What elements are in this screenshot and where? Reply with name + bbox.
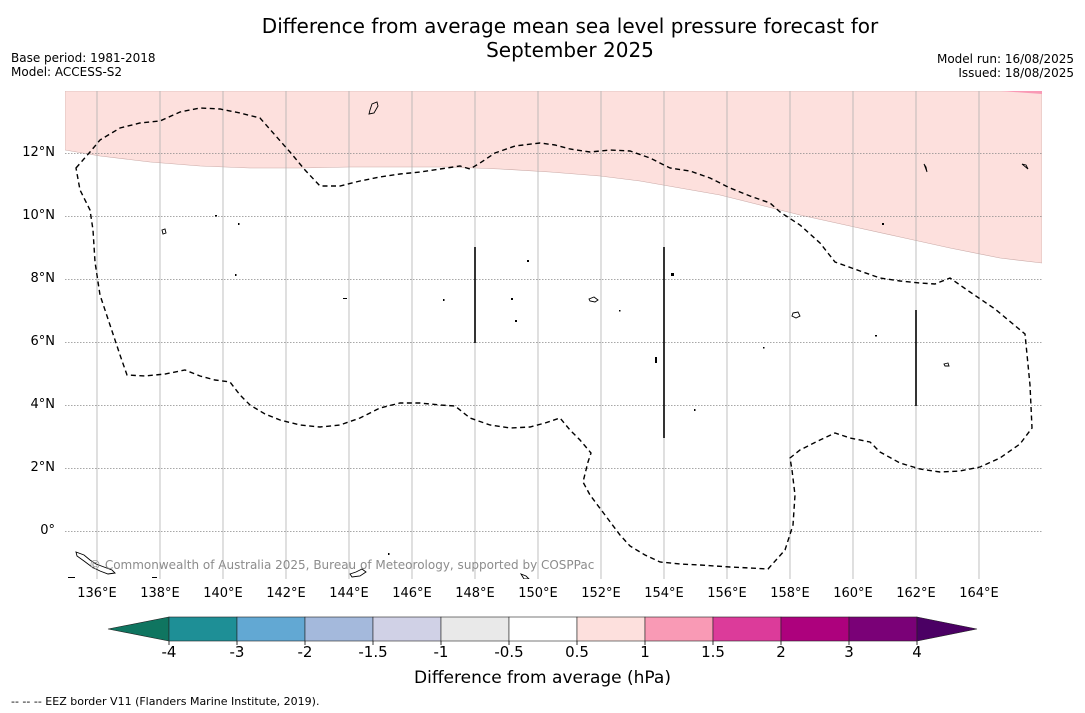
island-kosrae [943, 362, 950, 367]
lat-tick-4n: 4°N [30, 397, 56, 412]
graticule [65, 91, 1042, 579]
colorbar-bin [440, 616, 510, 642]
colorbar-tick-label: -0.5 [494, 643, 524, 661]
lon-tick-146e: 146°E [392, 586, 432, 601]
issued-date: Issued: 18/08/2025 [958, 66, 1074, 80]
islands [75, 101, 1029, 579]
colorbar-tick-label: -1.5 [358, 643, 388, 661]
colorbar-bin [304, 616, 374, 642]
anomaly-shading-small [1000, 91, 1042, 94]
copyright-notice: © Commonwealth of Australia 2025, Bureau… [89, 558, 595, 572]
lon-tick-162e: 162°E [896, 586, 936, 601]
colorbar-bin [168, 616, 238, 642]
base-period: Base period: 1981-2018 [11, 51, 156, 65]
island-pohnpei [791, 311, 801, 319]
title-line-1: Difference from average mean sea level p… [261, 14, 879, 38]
lon-tick-144e: 144°E [329, 586, 369, 601]
colorbar-bin [712, 616, 782, 642]
island-new-ireland [349, 568, 367, 578]
colorbar-bin [508, 616, 578, 642]
lon-tick-136e: 136°E [77, 586, 117, 601]
colorbar-tick-label: -4 [161, 643, 177, 661]
colorbar-bin [780, 616, 850, 642]
colorbar-tick-label: 2 [776, 643, 786, 661]
lat-tick-2n: 2°N [30, 460, 56, 475]
lon-tick-160e: 160°E [833, 586, 873, 601]
colorbar-tick-label: 3 [844, 643, 854, 661]
lon-tick-140e: 140°E [203, 586, 243, 601]
colorbar-tick-label: 0.5 [565, 643, 589, 661]
colorbar-tick-label: -3 [229, 643, 245, 661]
colorbar-extend-high [916, 616, 978, 642]
island-yap [161, 228, 167, 235]
lon-tick-156e: 156°E [707, 586, 747, 601]
colorbar-label: Difference from average (hPa) [414, 668, 671, 688]
base-info: Base period: 1981-2018 Model: ACCESS-S2 [11, 51, 156, 79]
island-new-guinea-east [75, 551, 116, 575]
island-marshall [1021, 163, 1029, 170]
colorbar-tick-label: 1.5 [701, 643, 725, 661]
colorbar-bin [848, 616, 918, 642]
colorbar-tick-label: -2 [297, 643, 313, 661]
small-islets [68, 215, 884, 578]
island-chuuk [588, 296, 599, 303]
lat-tick-8n: 8°N [30, 271, 56, 286]
colorbar-tick-label: 1 [640, 643, 650, 661]
lon-tick-138e: 138°E [140, 586, 180, 601]
island-guam [368, 101, 379, 115]
island-bougainville [519, 573, 530, 579]
lat-tick-0: 0° [40, 523, 55, 538]
chart-title: Difference from average mean sea level p… [0, 14, 1085, 62]
lon-tick-154e: 154°E [644, 586, 684, 601]
lon-tick-164e: 164°E [959, 586, 999, 601]
lat-tick-12n: 12°N [22, 145, 55, 160]
anomaly-shading [65, 91, 1042, 264]
eez-footnote: -- -- -- EEZ border V11 (Flanders Marine… [11, 695, 320, 708]
lat-tick-6n: 6°N [30, 334, 56, 349]
run-info: Model run: 16/08/2025 Issued: 18/08/2025 [937, 52, 1074, 80]
colorbar-bin [372, 616, 442, 642]
model-name: Model: ACCESS-S2 [11, 65, 123, 79]
colorbar-tick-label: 4 [912, 643, 922, 661]
colorbar [107, 616, 978, 645]
eez-border [75, 107, 1033, 570]
model-run-date: Model run: 16/08/2025 [936, 52, 1074, 66]
colorbar-bin [236, 616, 306, 642]
colorbar-tick-label: -1 [433, 643, 449, 661]
lon-tick-152e: 152°E [581, 586, 621, 601]
lat-tick-10n: 10°N [22, 208, 55, 223]
colorbar-extend-low [107, 616, 170, 642]
colorbar-bin [576, 616, 646, 642]
lon-tick-150e: 150°E [518, 586, 558, 601]
lon-tick-142e: 142°E [266, 586, 306, 601]
island-wake [923, 163, 928, 173]
lon-tick-158e: 158°E [770, 586, 810, 601]
title-line-2: September 2025 [486, 38, 654, 62]
colorbar-bin [644, 616, 714, 642]
lon-tick-148e: 148°E [455, 586, 495, 601]
